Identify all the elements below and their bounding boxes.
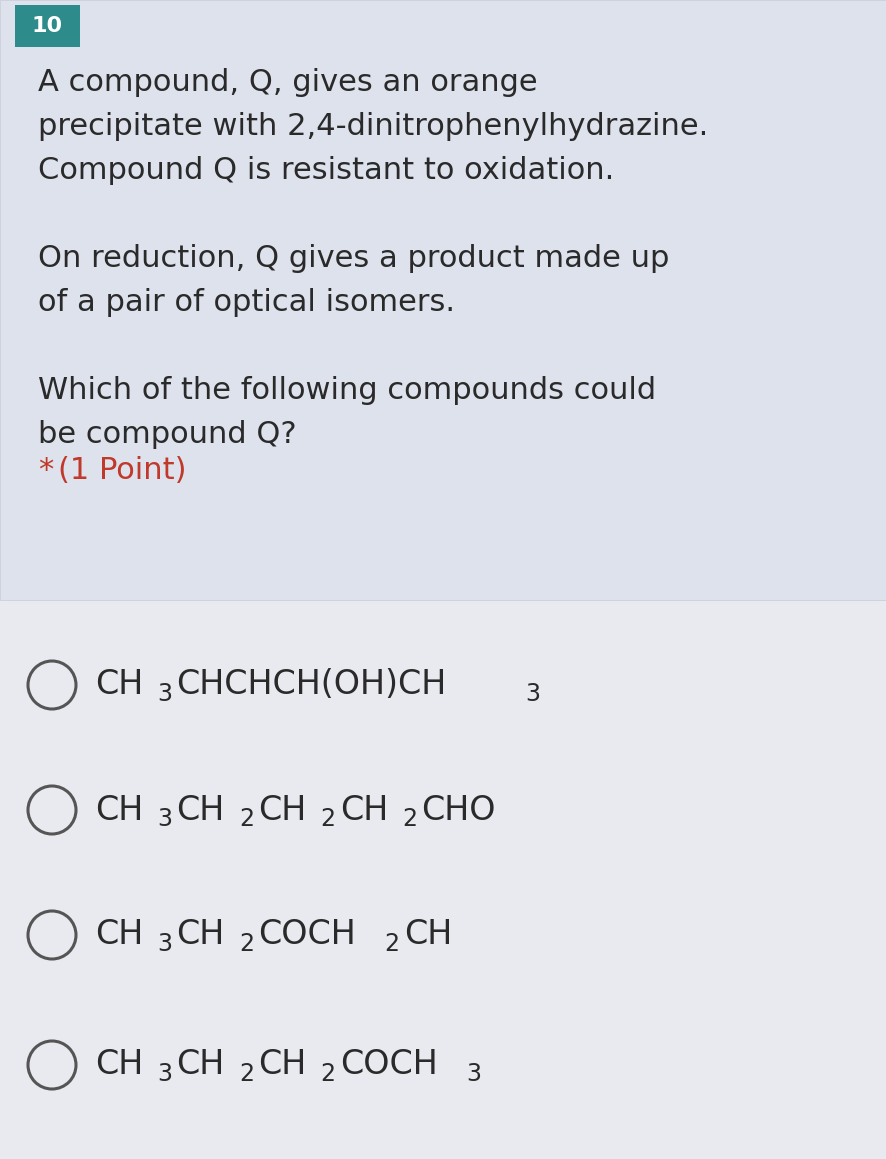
Text: CH: CH bbox=[176, 918, 225, 952]
Text: 2: 2 bbox=[238, 932, 253, 956]
Text: 3: 3 bbox=[157, 807, 172, 831]
Text: *: * bbox=[38, 455, 53, 484]
FancyBboxPatch shape bbox=[15, 5, 80, 48]
Text: CH: CH bbox=[95, 918, 143, 952]
Text: 3: 3 bbox=[157, 1062, 172, 1086]
Text: 3: 3 bbox=[465, 1062, 480, 1086]
Text: CH: CH bbox=[339, 794, 388, 826]
Text: 2: 2 bbox=[238, 1062, 253, 1086]
Text: be compound Q?: be compound Q? bbox=[38, 420, 296, 449]
Text: 2: 2 bbox=[320, 807, 335, 831]
Text: CH: CH bbox=[95, 669, 143, 701]
Text: 10: 10 bbox=[31, 16, 63, 36]
Text: COCH: COCH bbox=[339, 1049, 437, 1081]
Text: 2: 2 bbox=[401, 807, 416, 831]
Text: precipitate with 2,4-dinitrophenylhydrazine.: precipitate with 2,4-dinitrophenylhydraz… bbox=[38, 112, 707, 141]
Text: CH: CH bbox=[258, 1049, 307, 1081]
Text: CHCHCH(OH)CH: CHCHCH(OH)CH bbox=[176, 669, 447, 701]
Text: CH: CH bbox=[403, 918, 452, 952]
Text: 2: 2 bbox=[384, 932, 399, 956]
Text: A compound, Q, gives an orange: A compound, Q, gives an orange bbox=[38, 68, 537, 97]
Text: CH: CH bbox=[176, 1049, 225, 1081]
FancyBboxPatch shape bbox=[0, 0, 886, 600]
Text: 3: 3 bbox=[157, 932, 172, 956]
Text: On reduction, Q gives a product made up: On reduction, Q gives a product made up bbox=[38, 245, 669, 274]
Text: CH: CH bbox=[95, 794, 143, 826]
Text: 2: 2 bbox=[320, 1062, 335, 1086]
Text: CH: CH bbox=[176, 794, 225, 826]
Text: CHO: CHO bbox=[421, 794, 495, 826]
Text: 2: 2 bbox=[238, 807, 253, 831]
Text: CH: CH bbox=[95, 1049, 143, 1081]
Text: 3: 3 bbox=[525, 681, 540, 706]
Text: 3: 3 bbox=[157, 681, 172, 706]
Text: Which of the following compounds could: Which of the following compounds could bbox=[38, 376, 656, 404]
Text: Compound Q is resistant to oxidation.: Compound Q is resistant to oxidation. bbox=[38, 156, 614, 185]
Text: (1 Point): (1 Point) bbox=[58, 455, 186, 484]
Text: COCH: COCH bbox=[258, 918, 355, 952]
Text: CH: CH bbox=[258, 794, 307, 826]
Text: of a pair of optical isomers.: of a pair of optical isomers. bbox=[38, 287, 455, 318]
